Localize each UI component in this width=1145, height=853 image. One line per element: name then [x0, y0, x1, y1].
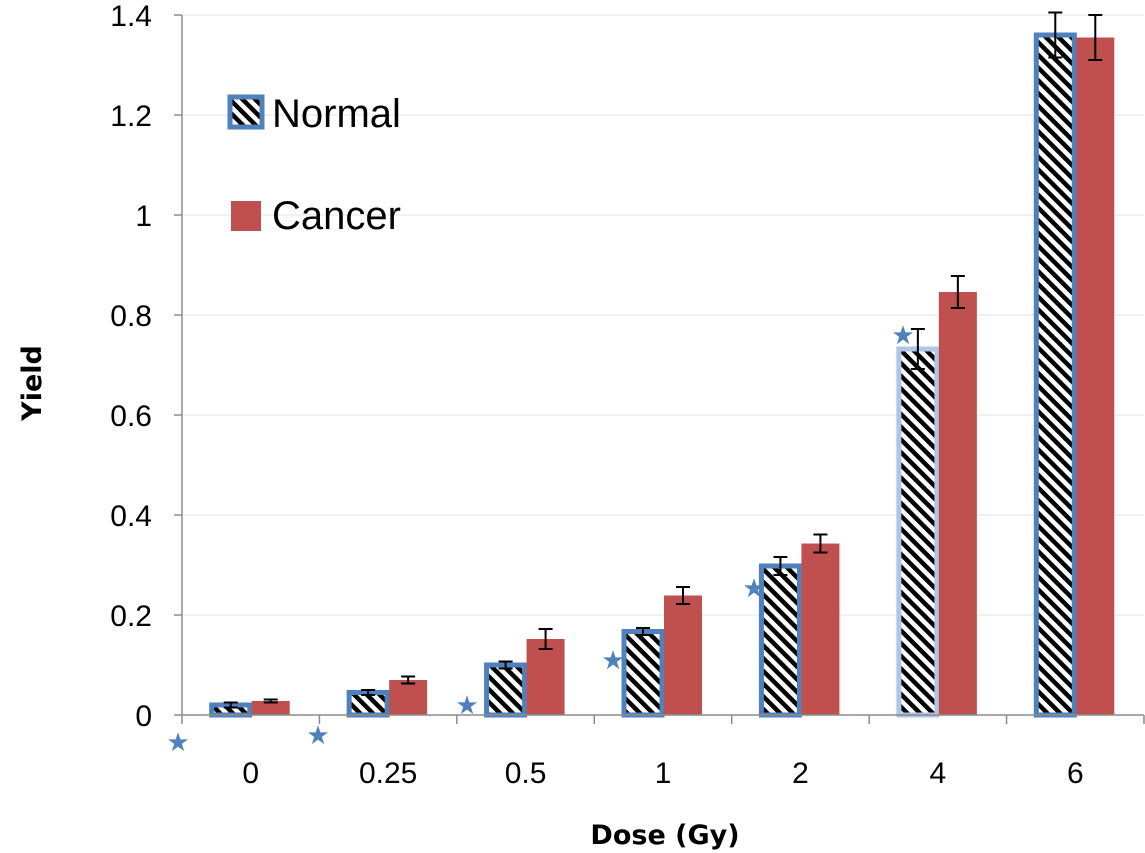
bar-cancer — [251, 701, 290, 715]
bar-cancer — [664, 595, 702, 715]
x-tick-label: 2 — [792, 757, 809, 790]
y-tick-label: 0.8 — [110, 300, 152, 333]
x-tick-label: 0.5 — [505, 757, 547, 790]
y-tick-label: 0.6 — [110, 400, 152, 433]
legend-label-normal: Normal — [272, 92, 401, 136]
legend-label-cancer: Cancer — [272, 194, 401, 238]
legend-swatch-cancer — [231, 201, 261, 231]
star-marker: ★ — [166, 728, 189, 758]
legend: Normal Cancer — [227, 92, 401, 238]
star-marker: ★ — [891, 321, 914, 351]
star-marker: ★ — [455, 691, 478, 721]
y-tick-label: 1.4 — [110, 0, 152, 33]
bars — [209, 11, 1115, 718]
bar-cancer — [526, 639, 565, 715]
x-axis-title: Dose (Gy) — [590, 820, 739, 851]
star-markers: ★ ★ ★ ★ ★ ★ — [166, 321, 914, 758]
x-tick-label: 6 — [1067, 757, 1084, 790]
bar-cancer — [389, 680, 428, 715]
bar-normal — [484, 662, 528, 718]
bar-normal — [758, 563, 802, 718]
gridlines — [182, 14, 1144, 616]
x-tick-label: 1 — [655, 757, 672, 790]
legend-swatch-normal — [227, 94, 265, 130]
star-marker: ★ — [742, 574, 765, 604]
x-tick-label: 0.25 — [359, 757, 417, 790]
y-tick-label: 1 — [135, 200, 152, 233]
bar-cancer — [938, 292, 977, 715]
x-tick-label: 4 — [930, 757, 947, 790]
y-tick-label: 0.4 — [110, 500, 152, 533]
bar-normal — [1033, 32, 1077, 718]
bar-cancer — [1076, 37, 1115, 715]
y-tick-label: 0 — [135, 700, 152, 733]
y-tick-label: 1.2 — [110, 100, 152, 133]
y-axis-title: Yield — [17, 345, 48, 422]
y-tick-label: 0.2 — [110, 600, 152, 633]
axes: 0 0.2 0.4 0.6 0.8 1 1.2 1.4 0 0.25 0.5 1 2 4 6 — [110, 0, 1145, 790]
star-marker: ★ — [601, 646, 624, 676]
bar-cancer — [801, 543, 840, 715]
bar-normal — [896, 346, 940, 718]
bar-normal — [621, 629, 665, 718]
x-tick-label: 0 — [242, 757, 259, 790]
star-marker: ★ — [306, 721, 329, 751]
